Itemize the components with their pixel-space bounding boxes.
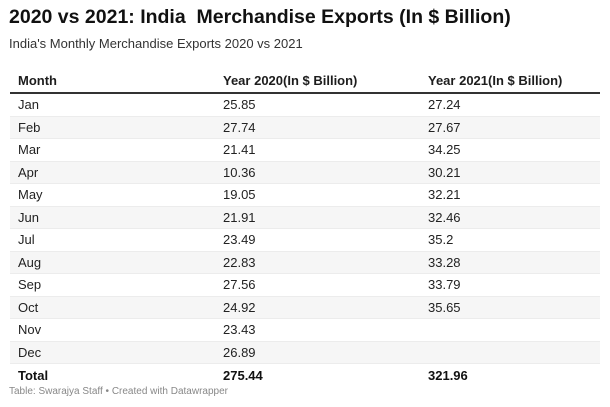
month-cell: Oct [10, 296, 215, 319]
value-2020-cell: 275.44 [223, 367, 263, 383]
table-header-row: Month Year 2020(In $ Billion) Year 2021(… [10, 68, 600, 94]
table-row: Jan 25.85 27.24 [10, 93, 600, 117]
month-cell: Jun [10, 206, 215, 229]
value-2020-cell: 25.85 [215, 93, 420, 117]
column-header-2020[interactable]: Year 2020(In $ Billion) [215, 68, 420, 94]
table-row: May 19.05 32.21 [10, 183, 600, 207]
chart-subtitle: India's Monthly Merchandise Exports 2020… [9, 36, 303, 51]
value-2021-cell: 32.21 [420, 183, 600, 207]
value-2021-cell: 35.2 [420, 228, 600, 252]
month-cell: Feb [10, 116, 215, 139]
value-2021-cell: 321.96 [428, 367, 468, 383]
value-2020-cell: 24.92 [215, 296, 420, 319]
month-cell: May [10, 183, 215, 207]
table-row: Aug 22.83 33.28 [10, 251, 600, 274]
source-footer: Table: Swarajya Staff • Created with Dat… [9, 386, 228, 397]
value-2021-cell: 35.65 [420, 296, 600, 319]
table-row: Dec 26.89 [10, 341, 600, 364]
value-2021-cell: 33.79 [420, 273, 600, 297]
value-2020-cell: 23.43 [215, 318, 420, 342]
table-row: Feb 27.74 27.67 [10, 116, 600, 139]
month-cell: Apr [10, 161, 215, 184]
value-2021-cell [420, 341, 600, 364]
value-2020-cell: 21.41 [215, 138, 420, 162]
total-row: Total 275.44 321.96 [10, 364, 600, 387]
table-row: Jul 23.49 35.2 [10, 228, 600, 252]
value-2021-cell: 33.28 [420, 251, 600, 274]
value-2021-cell: 27.24 [420, 93, 600, 117]
value-2021-cell: 30.21 [420, 161, 600, 184]
month-cell: Nov [10, 318, 215, 342]
value-2020-cell: 23.49 [215, 228, 420, 252]
table-row: Sep 27.56 33.79 [10, 273, 600, 297]
exports-table: Month Year 2020(In $ Billion) Year 2021(… [10, 68, 600, 386]
value-2020-cell: 26.89 [215, 341, 420, 364]
value-2021-cell: 34.25 [420, 138, 600, 162]
table-row: Nov 23.43 [10, 318, 600, 342]
month-cell: Mar [10, 138, 215, 162]
month-cell: Sep [10, 273, 215, 297]
value-2020-cell: 27.74 [215, 116, 420, 139]
month-cell: Aug [10, 251, 215, 274]
month-cell: Jan [10, 93, 215, 117]
table-row: Mar 21.41 34.25 [10, 138, 600, 162]
month-cell: Dec [10, 341, 215, 364]
column-header-month[interactable]: Month [10, 68, 215, 94]
month-cell: Total [18, 367, 49, 383]
month-cell: Jul [10, 228, 215, 252]
value-2020-cell: 27.56 [215, 273, 420, 297]
table-row: Oct 24.92 35.65 [10, 296, 600, 319]
value-2021-cell [420, 318, 600, 342]
value-2020-cell: 22.83 [215, 251, 420, 274]
value-2020-cell: 19.05 [215, 183, 420, 207]
chart-title: 2020 vs 2021: India Merchandise Exports … [9, 6, 511, 28]
table-row: Apr 10.36 30.21 [10, 161, 600, 184]
column-header-2021[interactable]: Year 2021(In $ Billion) [420, 68, 600, 94]
value-2020-cell: 21.91 [215, 206, 420, 229]
table-row: Jun 21.91 32.46 [10, 206, 600, 229]
value-2021-cell: 32.46 [420, 206, 600, 229]
value-2021-cell: 27.67 [420, 116, 600, 139]
value-2020-cell: 10.36 [215, 161, 420, 184]
